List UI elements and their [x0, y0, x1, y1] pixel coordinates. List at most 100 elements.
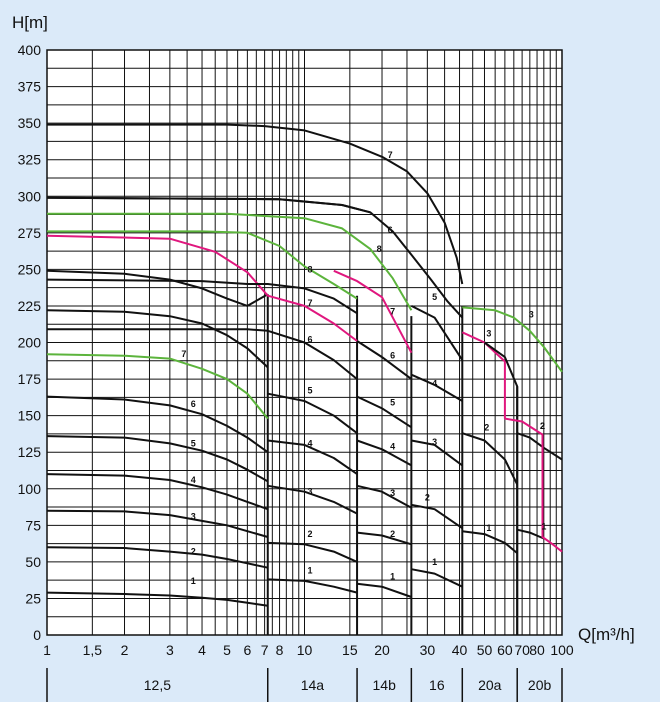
- curve-20a-max: [483, 341, 519, 635]
- curve-number-label: 1: [390, 571, 395, 581]
- y-tick-label: 275: [18, 225, 42, 241]
- curve-number-label: 4: [307, 438, 312, 448]
- y-tick-label: 350: [18, 115, 42, 131]
- curve-12,5-max: [47, 328, 268, 332]
- x-tick-label: 1: [43, 642, 51, 658]
- curve-14b-6: [356, 340, 412, 380]
- curve-number-label: 3: [307, 487, 312, 497]
- x-tick-label: 70: [514, 642, 530, 658]
- curve-number-label: 6: [390, 351, 395, 361]
- curve-number-label: 7: [181, 349, 186, 359]
- curve-number-label: 6: [307, 335, 312, 345]
- x-tick-label: 30: [420, 642, 436, 658]
- y-tick-label: 0: [33, 627, 41, 643]
- curve-14a-6: [267, 329, 358, 380]
- band-label: 14a: [301, 677, 325, 693]
- curve-number-label: 4: [432, 378, 437, 388]
- curve-16-2: [411, 503, 463, 530]
- curve-16-7: [47, 123, 464, 285]
- y-tick-label: 300: [18, 188, 42, 204]
- curve-12,5-max: [46, 269, 269, 307]
- curve-14a-4: [267, 439, 358, 475]
- x-tick-label: 3: [166, 642, 174, 658]
- curve-16-4: [410, 373, 463, 402]
- y-tick-label: 400: [18, 42, 42, 58]
- curve-number-label: 1: [307, 566, 312, 576]
- curve-20a-1: [462, 530, 518, 554]
- curve-number-label: 5: [432, 292, 437, 302]
- x-tick-label: 60: [497, 642, 513, 658]
- x-tick-label: 40: [452, 642, 468, 658]
- curve-12,5-2: [46, 546, 269, 569]
- curve-14b-3: [356, 484, 412, 509]
- curve-number-label: 2: [307, 529, 312, 539]
- x-tick-label: 10: [297, 642, 313, 658]
- curve-number-label: 1: [486, 523, 491, 533]
- curve-14a-3: [267, 484, 358, 515]
- x-tick-label: 6: [243, 642, 251, 658]
- curve-20b-2: [504, 417, 563, 553]
- curve-number-label: 1: [541, 522, 546, 532]
- curve-12,5-7: [46, 353, 269, 420]
- curve-16-3: [411, 439, 463, 467]
- curve-14b-4: [356, 439, 412, 467]
- x-tick-label: 20: [374, 642, 390, 658]
- curve-14b-5: [356, 395, 412, 429]
- x-axis-title: Q[m³/h]: [578, 625, 635, 644]
- curve-20b-3: [462, 306, 563, 373]
- band-label: 14b: [373, 677, 397, 693]
- y-tick-label: 225: [18, 298, 42, 314]
- curve-12,5-3: [46, 509, 269, 538]
- curve-number-label: 7: [388, 150, 393, 160]
- curve-16-5: [410, 305, 464, 361]
- x-axis-ticks: 1 1,5 2 3 4 5 6 7 8 10 15 20 30 40 50 60 70 80 100: [43, 642, 574, 658]
- x-tick-label: 5: [223, 642, 231, 658]
- curve-14a-1: [267, 578, 358, 594]
- y-tick-label: 25: [25, 590, 41, 606]
- x-tick-label: 80: [529, 642, 545, 658]
- x-tick-label: 50: [477, 642, 493, 658]
- curve-14b-1: [356, 582, 412, 598]
- y-tick-label: 250: [18, 261, 42, 277]
- curve-20b-2: [516, 432, 563, 461]
- x-tick-label: 8: [276, 642, 284, 658]
- curve-number-label: 3: [390, 488, 395, 498]
- x-tick-label: 4: [198, 642, 206, 658]
- curve-14b-8: [47, 212, 413, 311]
- x-tick-label: 15: [342, 642, 358, 658]
- y-tick-label: 50: [25, 554, 41, 570]
- curve-16-1: [411, 568, 463, 588]
- x-tick-label: 2: [121, 642, 129, 658]
- curve-number-label: 3: [529, 310, 534, 320]
- band-label: 20a: [478, 677, 502, 693]
- grid: [46, 49, 563, 636]
- y-tick-label: 150: [18, 408, 42, 424]
- band-label: 16: [429, 677, 445, 693]
- y-axis-title: H[m]: [12, 13, 48, 32]
- curve-number-label: 3: [191, 511, 196, 521]
- y-tick-label: 200: [18, 335, 42, 351]
- curve-number-label: 2: [191, 547, 196, 557]
- curve-number-label: 2: [425, 492, 430, 502]
- curve-number-label: 3: [486, 329, 491, 339]
- curve-12,5-4: [46, 473, 269, 511]
- curve-12,5-6: [46, 395, 269, 454]
- curve-number-label: 7: [307, 298, 312, 308]
- curve-20a-3: [461, 331, 506, 419]
- curve-number-label: 2: [390, 529, 395, 539]
- curve-number-label: 5: [390, 397, 395, 407]
- curve-number-label: 6: [191, 399, 196, 409]
- curve-20b-1: [516, 528, 545, 540]
- band-row: 12,5 14a 14b 16 20a 20b: [46, 668, 563, 702]
- curve-number-label: 6: [388, 225, 393, 235]
- curve-number-label: 8: [377, 244, 382, 254]
- curve-12,5-1: [46, 591, 268, 607]
- y-tick-label: 375: [18, 79, 42, 95]
- curve-number-label: 1: [191, 576, 196, 586]
- y-axis-ticks: 0 25 50 75 100 125 150 175 200 225 250 275 300 325 350…: [18, 42, 42, 643]
- curve-20a-2: [461, 432, 519, 485]
- curve-number-label: 2: [540, 421, 545, 431]
- y-tick-label: 175: [18, 371, 42, 387]
- band-label: 12,5: [144, 677, 171, 693]
